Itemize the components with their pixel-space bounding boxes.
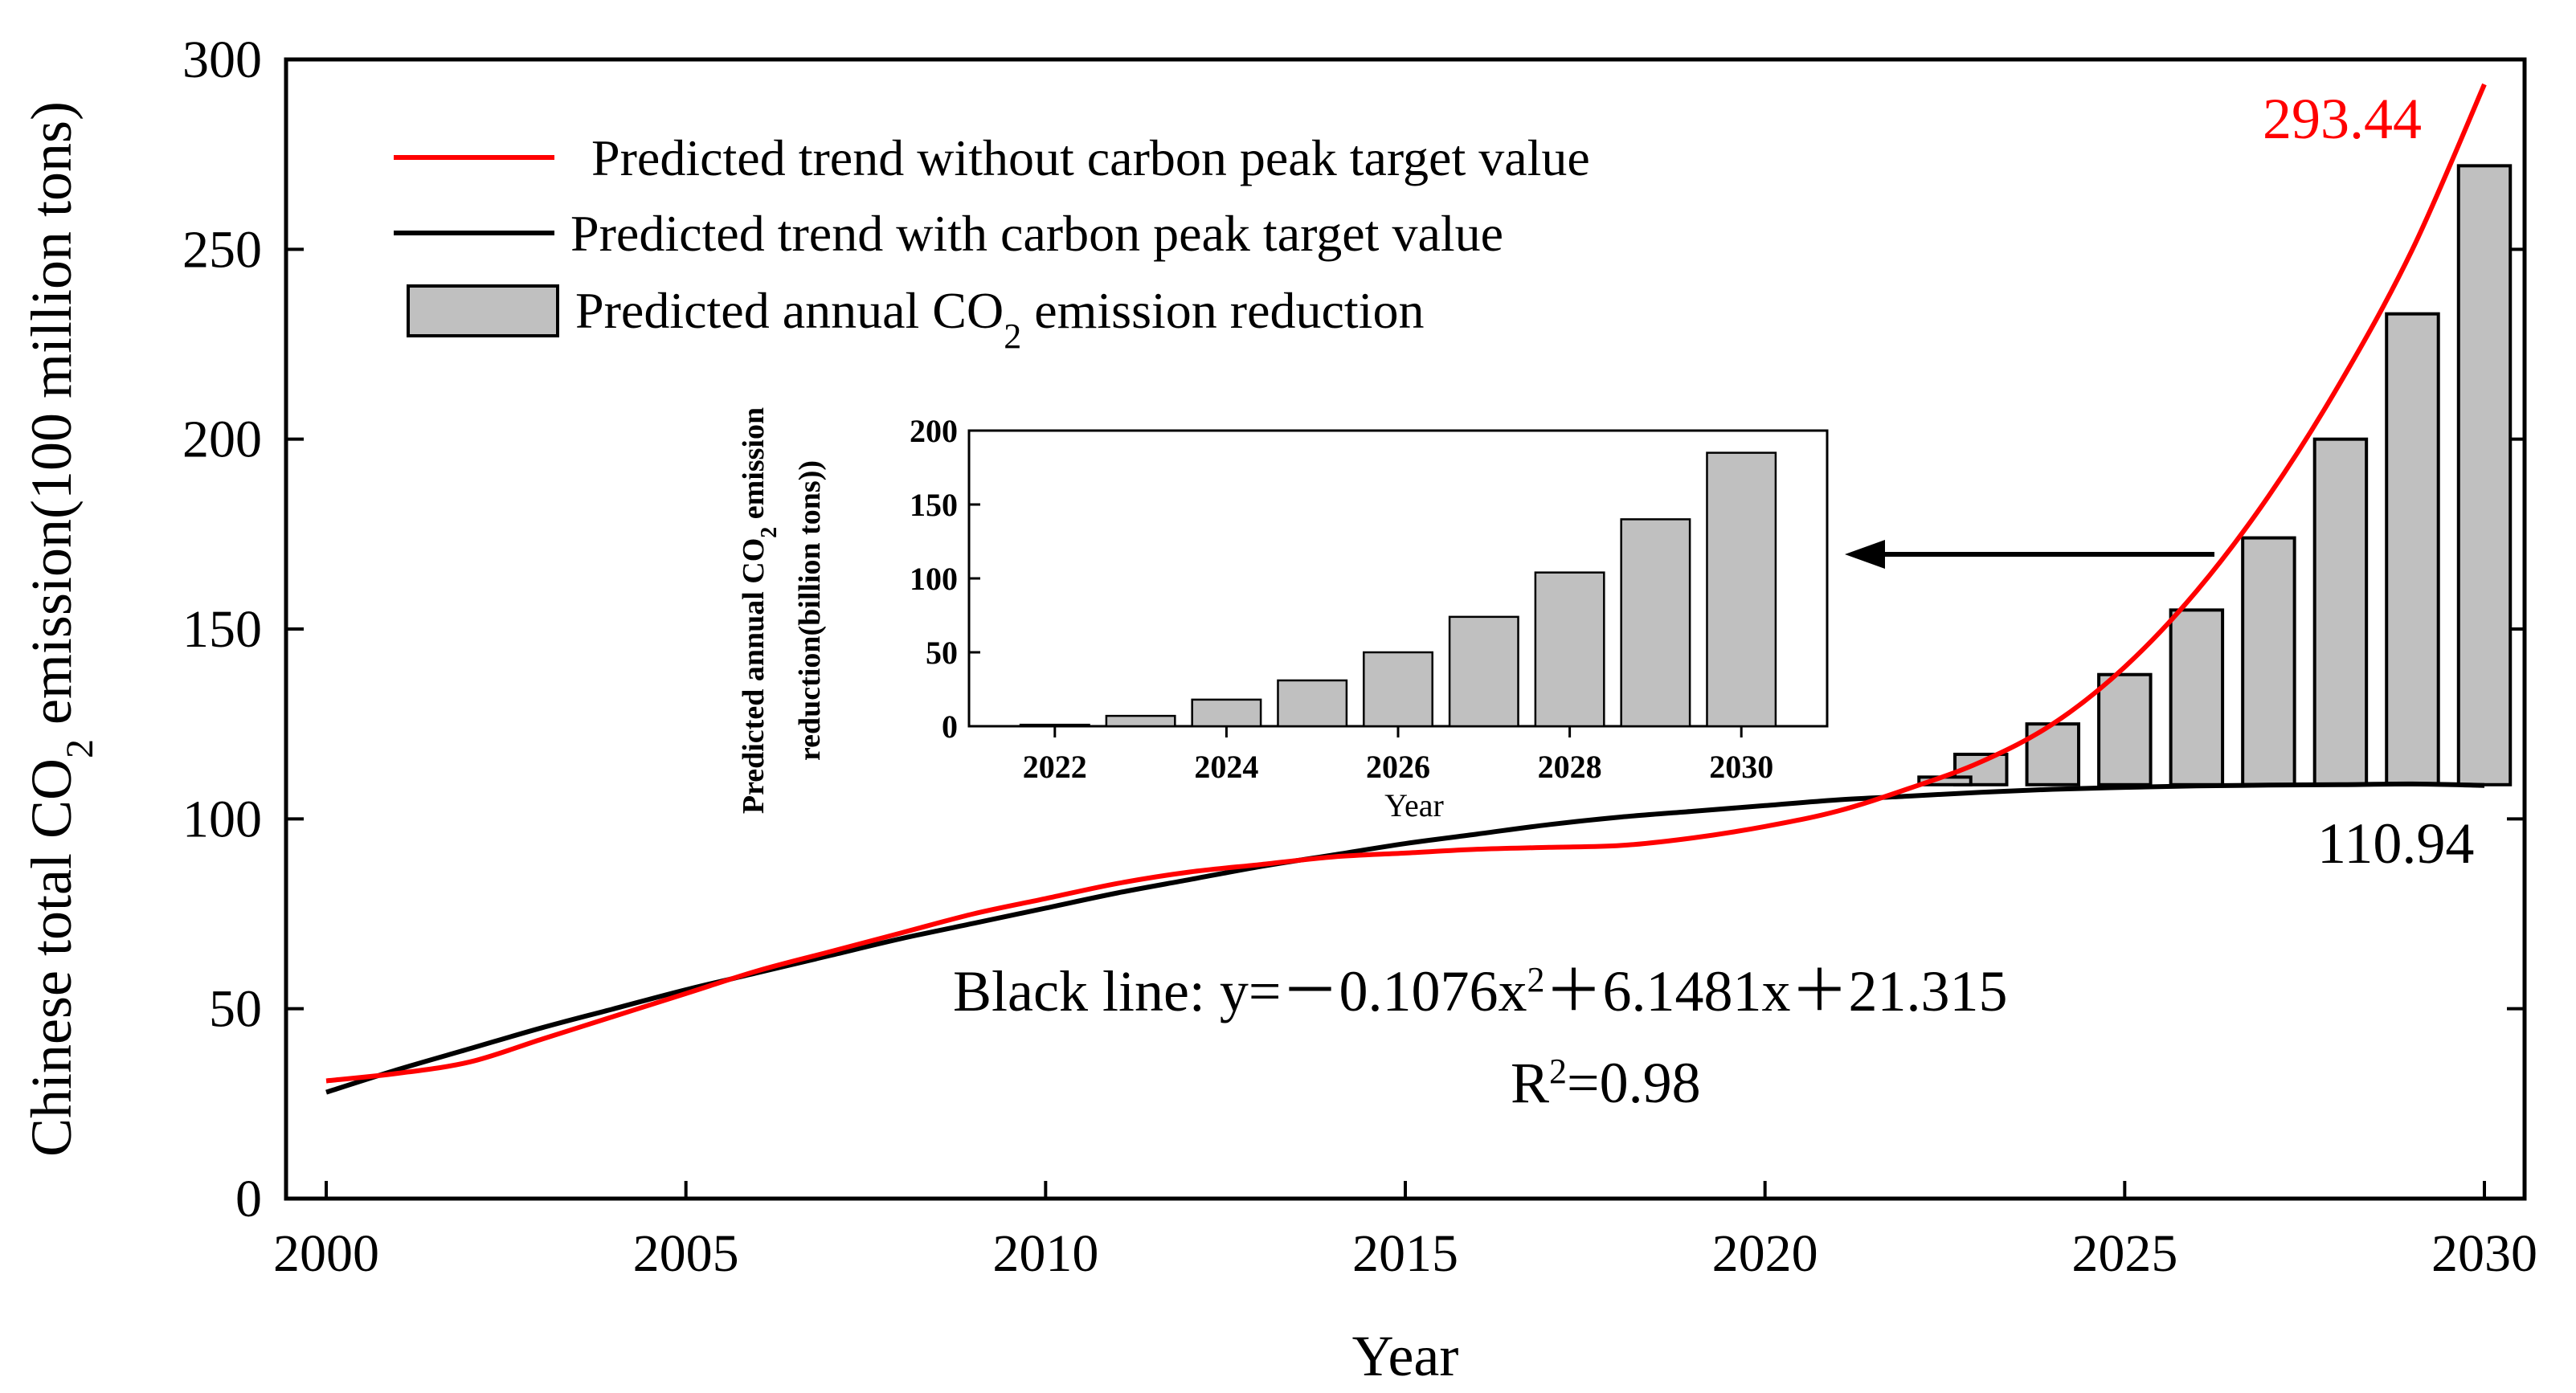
inset-bar-2023	[1105, 714, 1176, 728]
inset-x-tick-label: 2022	[1023, 749, 1087, 785]
y-tick-label: 50	[209, 980, 262, 1039]
main-lines	[325, 83, 2487, 1095]
peak-value-label: 293.44	[2263, 87, 2422, 151]
reduction-bar-2029	[2385, 312, 2440, 786]
inset-y-tick-label: 200	[910, 413, 958, 449]
inset-bar-2024	[1191, 698, 1262, 728]
y-axis-title: Chinese total CO2 emission(100 million t…	[19, 101, 101, 1157]
inset-x-tick-label: 2026	[1366, 749, 1430, 785]
reduction-bar-2028	[2312, 437, 2369, 786]
legend: Predicted trend without carbon peak targ…	[394, 129, 1590, 356]
series-line-without-target	[325, 83, 2487, 1084]
legend-label-without-target: Predicted trend without carbon peak targ…	[591, 129, 1590, 186]
reduction-bar-2026	[2169, 608, 2225, 786]
inset-y-tick-label: 0	[942, 709, 958, 745]
inset-chart: 0 50 100 150 200 2022 2024 2026 2028 2030 Year Pred…	[737, 407, 1829, 823]
y-tick-label: 300	[182, 31, 262, 89]
series-line-with-target	[325, 781, 2485, 1095]
inset-bar-2030	[1706, 451, 1777, 728]
r-squared-label: R2=0.98	[1511, 1051, 1701, 1115]
legend-swatch-bar	[407, 284, 559, 337]
y-tick-label: 0	[235, 1170, 262, 1228]
x-tick-label: 2030	[2431, 1224, 2537, 1283]
reduction-bar-2027	[2241, 536, 2296, 786]
inset-y-tick-label: 100	[910, 561, 958, 597]
x-tick-label: 2015	[1352, 1224, 1458, 1283]
x-tick-label: 2025	[2071, 1224, 2177, 1283]
inset-bar-2027	[1448, 615, 1519, 728]
inset-x-tick-label: 2030	[1709, 749, 1773, 785]
reduction-bar-2030	[2456, 164, 2513, 786]
y-tick-label: 250	[182, 220, 262, 279]
reduction-bar-2025	[2097, 672, 2153, 786]
regression-equation: Black line: y=－0.1076x2＋6.1481x＋21.315	[953, 959, 2008, 1023]
inset-y-axis-title-line2: reduction(billion tons))	[793, 460, 827, 761]
x-tick-label: 2010	[992, 1224, 1098, 1283]
x-tick-label: 2020	[1712, 1224, 1818, 1283]
inset-y-axis-title-line1: Predicted annual CO2 emission	[737, 407, 782, 814]
inset-x-axis-title: Year	[1384, 787, 1444, 823]
legend-label-with-target: Predicted trend with carbon peak target …	[570, 205, 1503, 262]
inset-x-tick-label: 2028	[1538, 749, 1602, 785]
x-tick-label: 2005	[633, 1224, 739, 1283]
end-value-label: 110.94	[2317, 811, 2474, 876]
y-tick-label: 200	[182, 411, 262, 469]
inset-arrow-head	[1845, 540, 1885, 569]
inset-y-tick-label: 150	[910, 487, 958, 523]
legend-label-reduction: Predicted annual CO2 emission reduction	[575, 282, 1424, 356]
main-bars	[1917, 164, 2513, 786]
inset-bar-2025	[1277, 679, 1348, 728]
inset-bar-2022	[1019, 723, 1090, 728]
y-tick-label: 100	[182, 790, 262, 848]
inset-bar-2028	[1534, 571, 1605, 728]
inset-x-tick-label: 2024	[1194, 749, 1258, 785]
inset-bar-2029	[1620, 518, 1691, 728]
annotations: 293.44 110.94 Black line: y=－0.1076x2＋6.14…	[953, 87, 2474, 1115]
inset-y-tick-label: 50	[926, 635, 958, 671]
y-tick-label: 150	[182, 600, 262, 659]
inset-bar-2026	[1363, 651, 1433, 728]
x-axis-title: Year	[1352, 1324, 1459, 1388]
x-tick-label: 2000	[273, 1224, 379, 1283]
